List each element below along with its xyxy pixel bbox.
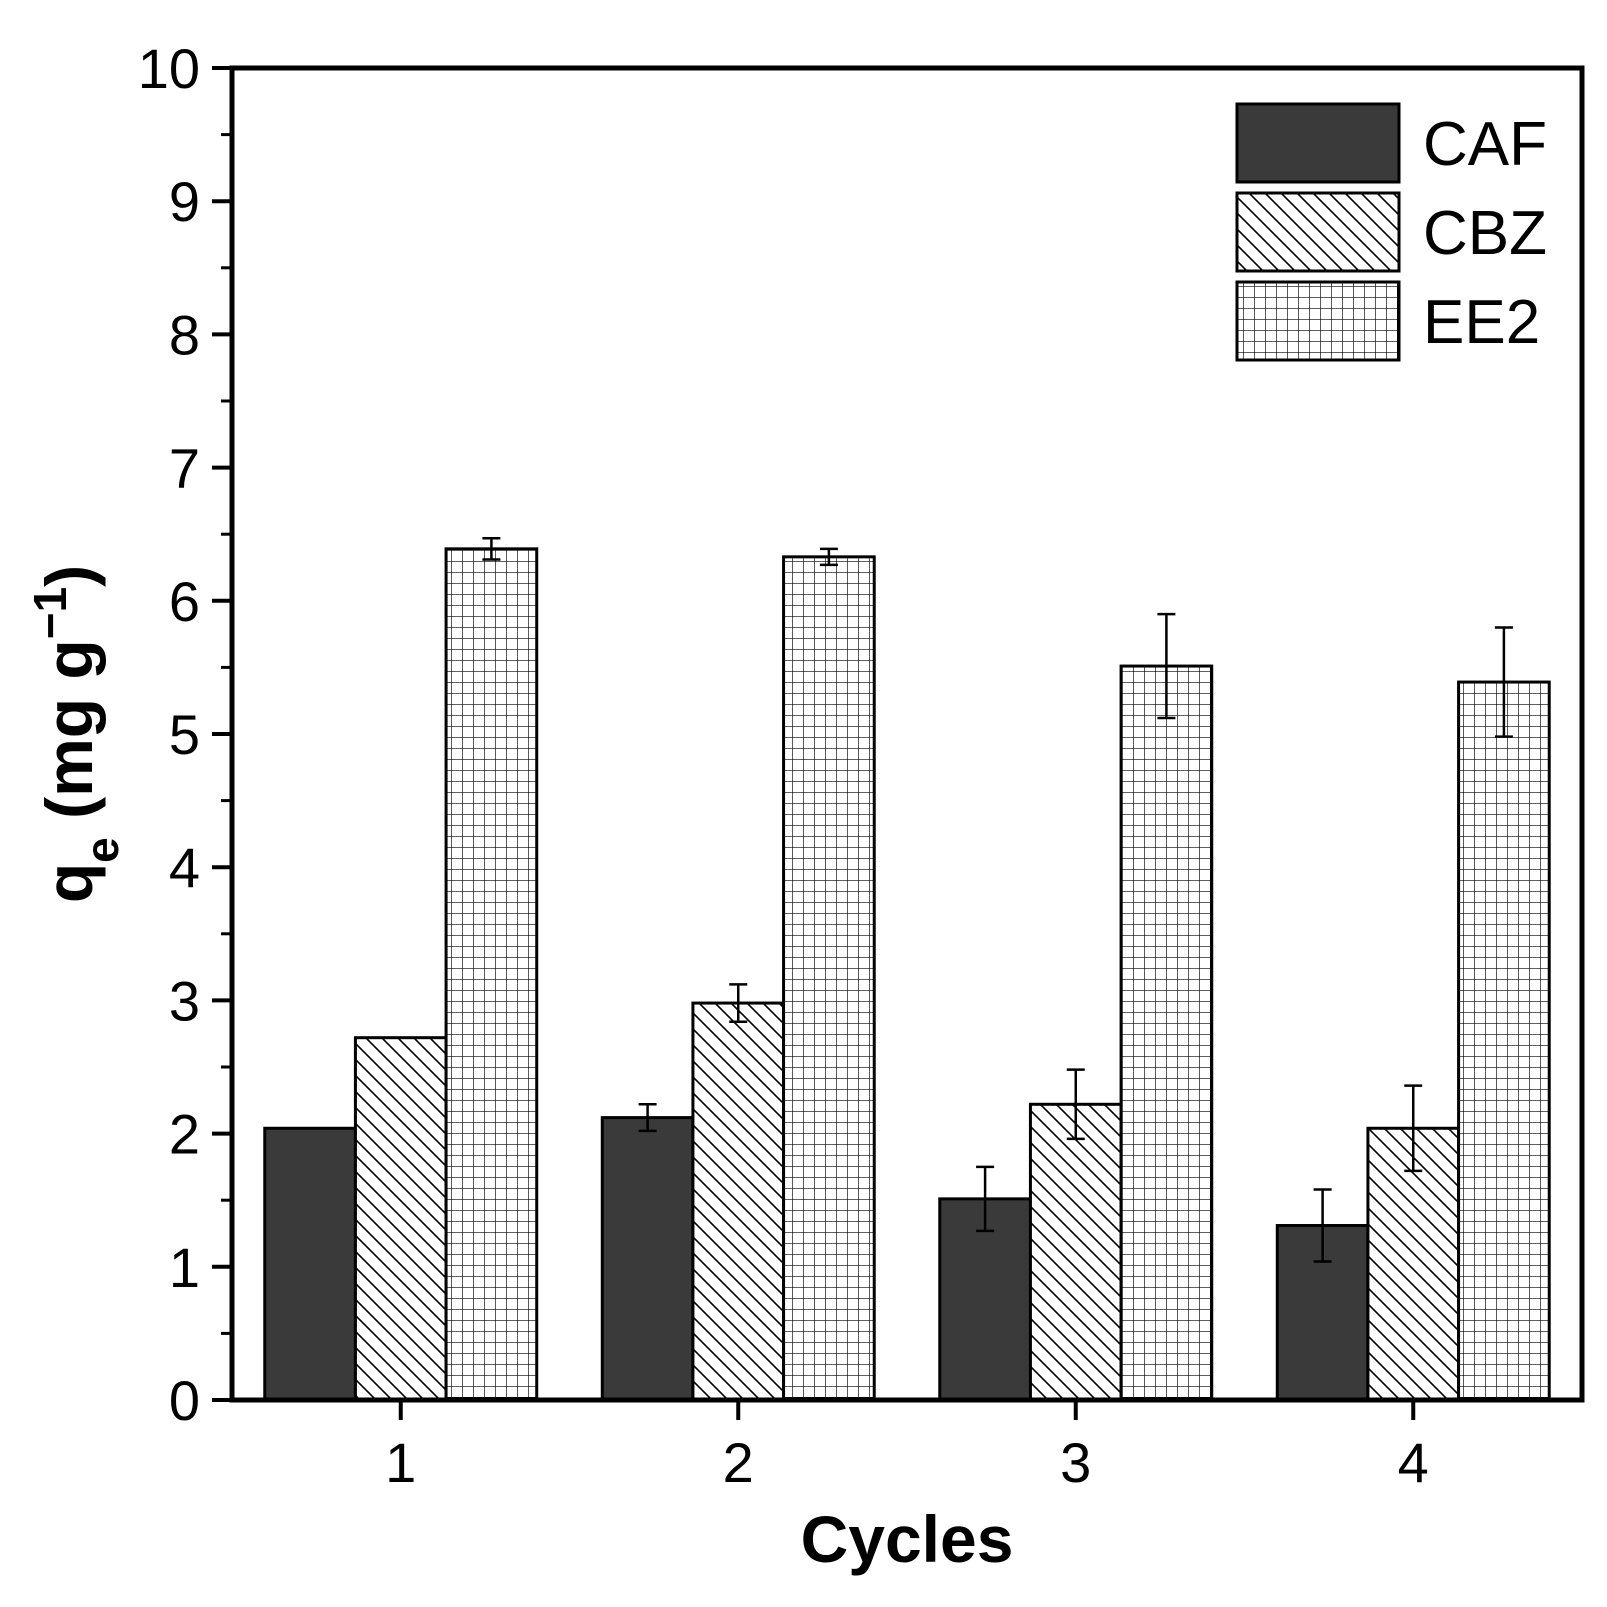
bar-cbz-cycle-2 [691,1001,786,1402]
legend-swatch [1235,280,1401,362]
error-bar-caf-cycle-4 [1313,1188,1332,1263]
error-bars-layer [482,536,1513,1263]
bar-ee2-cycle-2 [782,555,876,1402]
x-tick-label: 2 [723,1431,754,1494]
x-axis-title: Cycles [801,1502,1014,1576]
y-axis-title-subscript: e [76,837,128,863]
bar-caf-cycle-3 [938,1197,1032,1402]
y-tick-label: 4 [169,836,200,899]
error-bar-ee2-cycle-4 [1494,626,1513,738]
y-axis-title-unit-open: (mg g [32,639,106,837]
bar-ee2-cycle-3 [1119,664,1214,1402]
y-tick-label: 0 [169,1369,200,1432]
y-tick-label: 9 [169,170,200,233]
legend-item-cbz: CBZ [1235,191,1547,273]
legend-item-ee2: EE2 [1235,280,1540,362]
x-tick-label: 3 [1060,1431,1091,1494]
legend-label: CAF [1423,110,1547,179]
legend-item-caf: CAF [1235,102,1547,184]
legend-label: EE2 [1423,288,1540,357]
error-bar-cbz-cycle-2 [729,983,748,1023]
y-axis-title-unit-close: ) [32,565,106,587]
x-tick-label: 4 [1398,1431,1429,1494]
y-tick-label: 10 [138,37,200,100]
y-tick-label: 8 [169,303,200,366]
y-tick-label: 2 [169,1103,200,1166]
y-tick-label: 3 [169,969,200,1032]
error-bar-ee2-cycle-1 [482,536,501,561]
y-axis-title-main: q [32,863,106,903]
bars-layer [263,547,1551,1402]
y-tick-label: 1 [169,1236,200,1299]
y-tick-label: 7 [169,437,200,500]
error-bar-cbz-cycle-4 [1404,1084,1423,1173]
y-axis: 0 1 2 3 4 5 6 7 8 9 10 [138,37,232,1432]
error-bar-caf-cycle-2 [638,1103,657,1133]
y-tick-label: 5 [169,703,200,766]
legend-label: CBZ [1423,199,1547,268]
error-bar-ee2-cycle-2 [819,547,838,567]
bar-caf-cycle-2 [600,1116,695,1402]
legend: CAF CBZ EE2 [1235,102,1547,362]
error-bar-caf-cycle-3 [976,1165,995,1233]
bar-caf-cycle-1 [263,1126,357,1402]
bar-ee2-cycle-1 [444,547,539,1402]
y-axis-title: qe (mg g−1) [24,565,128,903]
error-bar-cbz-cycle-3 [1066,1068,1085,1141]
x-axis: 1 2 3 4 [385,1400,1429,1494]
x-tick-label: 1 [385,1431,416,1494]
legend-swatch [1235,191,1401,273]
error-bar-ee2-cycle-3 [1157,612,1176,720]
y-tick-label: 6 [169,570,200,633]
bar-cbz-cycle-1 [353,1036,448,1402]
y-axis-title-superscript: −1 [24,587,76,639]
bar-cbz-cycle-3 [1028,1102,1123,1402]
legend-swatch [1235,102,1401,184]
bar-ee2-cycle-4 [1457,680,1551,1402]
